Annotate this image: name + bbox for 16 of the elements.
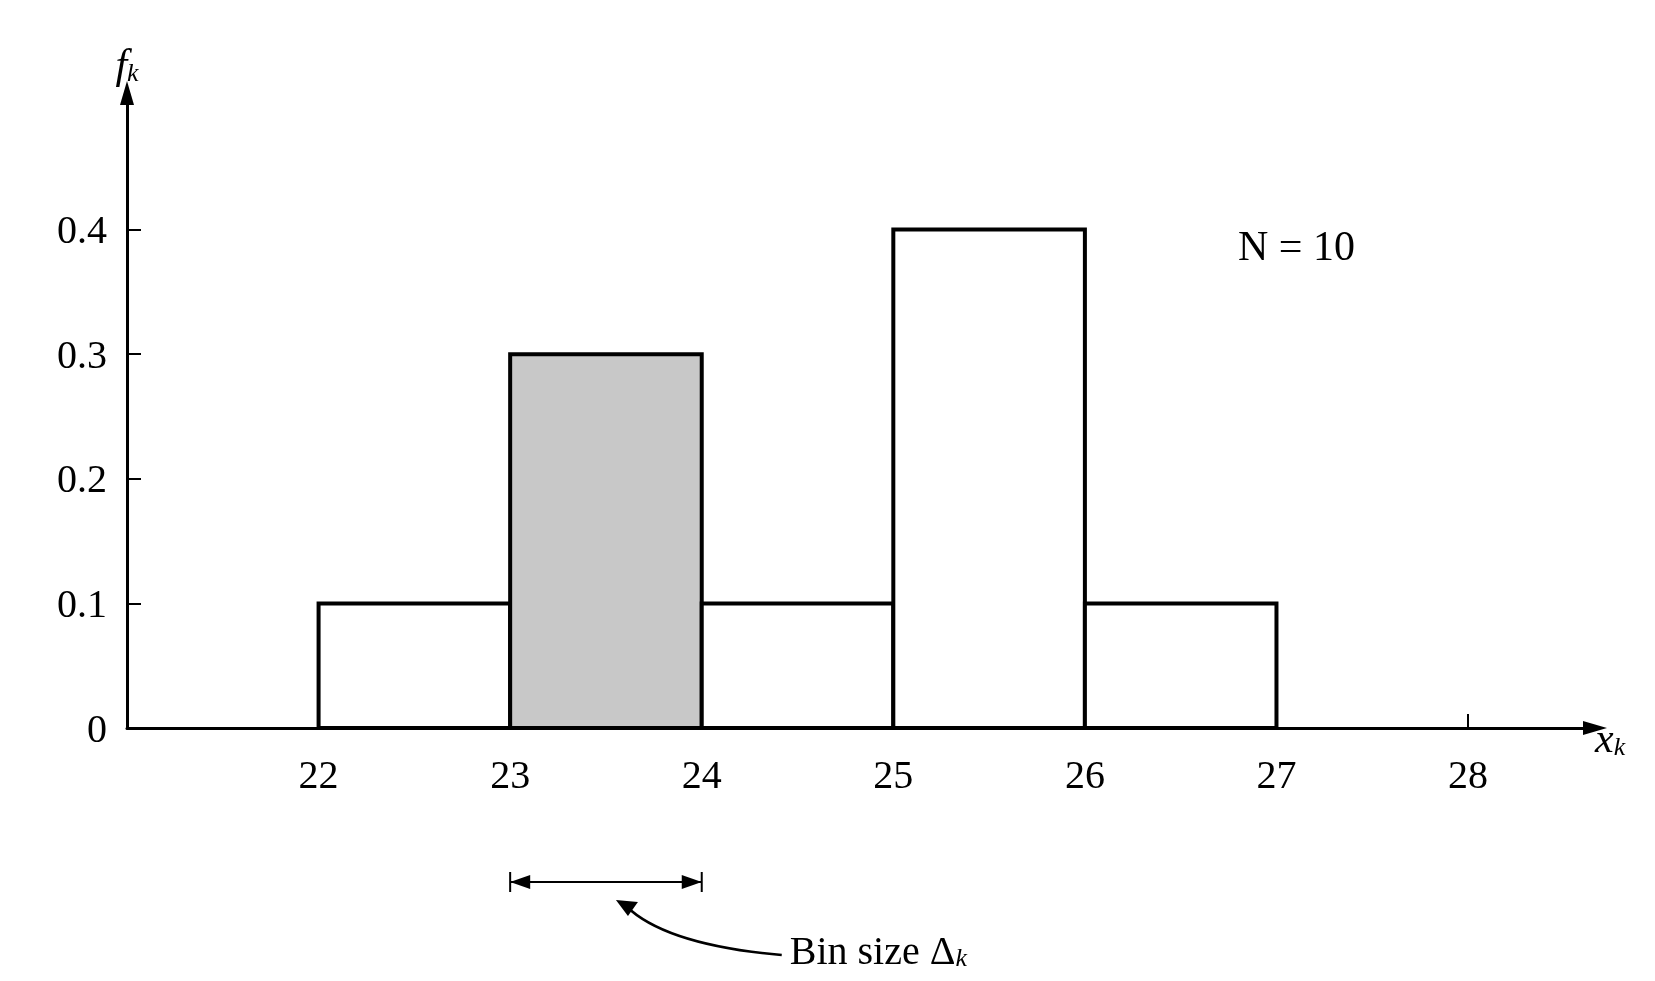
x-tick-label: 24 (681, 751, 722, 797)
text: Bin size Δk (789, 927, 968, 973)
x-tick-label: 23 (490, 751, 531, 797)
y-tick-label: 0.4 (57, 207, 107, 253)
x-tick-label: 22 (298, 751, 339, 797)
y-tick-label: 0.3 (57, 331, 107, 377)
x-tick-label: 27 (1256, 751, 1297, 797)
x-tick-label: 25 (873, 751, 914, 797)
x-tick-label: 28 (1448, 751, 1489, 797)
y-axis-title: fk (115, 41, 140, 87)
y-tick-label: 0 (87, 705, 107, 751)
annotation: N = 10 (1237, 223, 1356, 269)
y-tick-label: 0.1 (57, 580, 107, 626)
y-tick-label: 0.2 (57, 456, 107, 502)
x-axis-title: xk (1594, 715, 1626, 761)
x-tick-label: 26 (1064, 751, 1105, 797)
